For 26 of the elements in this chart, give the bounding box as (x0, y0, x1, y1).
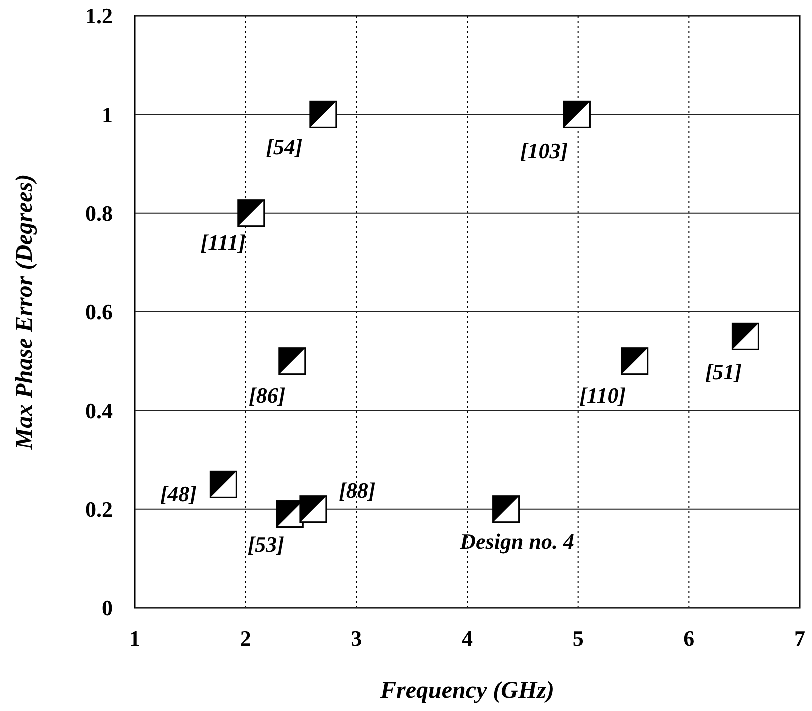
y-tick-label: 0 (102, 596, 113, 621)
y-tick-label: 0.2 (86, 497, 113, 522)
annotation: [48] (160, 481, 197, 506)
y-tick-label: 1.2 (86, 4, 113, 29)
annotation: [53] (248, 532, 284, 557)
x-axis-title: Frequency (GHz) (380, 678, 554, 704)
x-tick-label: 6 (684, 626, 695, 651)
annotation: [88] (339, 478, 376, 504)
annotation: [110] (580, 383, 626, 408)
annotation: [51] (705, 359, 742, 384)
y-tick-label: 0.4 (86, 398, 113, 424)
x-tick-label: 3 (351, 626, 362, 651)
annotation: [111] (200, 230, 246, 256)
annotation: Design no. 4 (459, 529, 574, 554)
y-tick-label: 1 (102, 102, 113, 128)
annotation: [103] (520, 138, 568, 164)
x-tick-label: 7 (794, 626, 806, 651)
annotation: [86] (249, 383, 286, 408)
y-tick-label: 0.8 (86, 201, 113, 226)
y-axis-title: Max Phase Error (Degrees) (12, 174, 38, 451)
y-tick-label: 0.6 (86, 300, 113, 325)
x-tick-label: 1 (130, 626, 140, 651)
x-tick-label: 2 (240, 626, 252, 651)
annotation: [54] (266, 134, 303, 160)
x-tick-label: 4 (462, 626, 473, 651)
x-tick-label: 5 (572, 626, 584, 651)
